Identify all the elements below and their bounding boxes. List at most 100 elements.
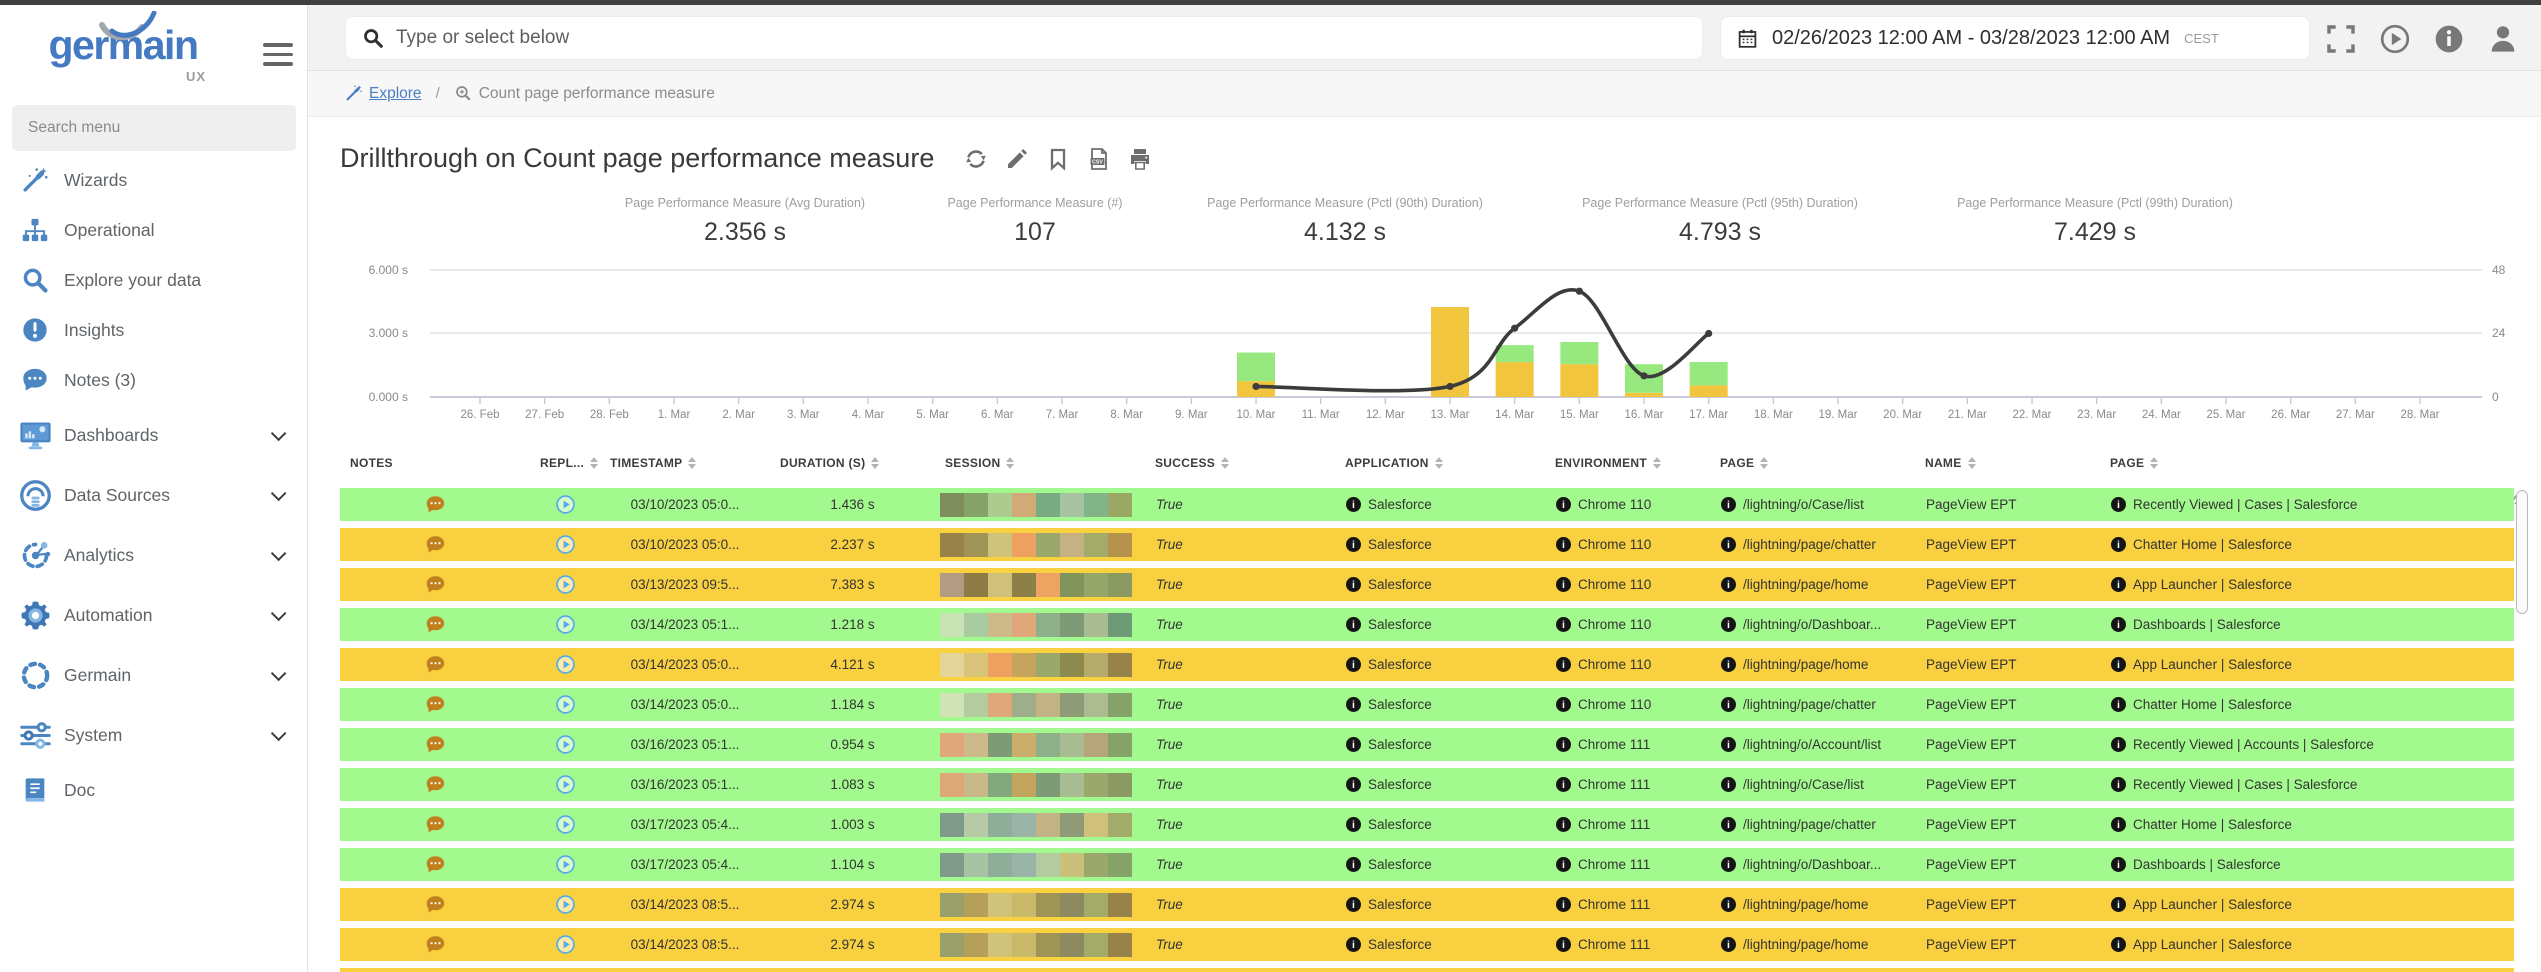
global-search-box[interactable] [345, 16, 1703, 60]
info-icon[interactable]: i [1346, 857, 1361, 872]
note-comment-icon[interactable] [425, 814, 446, 835]
session-color-strip[interactable] [940, 813, 1132, 837]
edit-icon[interactable] [1005, 147, 1029, 171]
info-circle-icon[interactable] [2433, 23, 2465, 55]
note-comment-icon[interactable] [425, 654, 446, 675]
hamburger-menu-icon[interactable] [263, 43, 293, 68]
info-icon[interactable]: i [1556, 497, 1571, 512]
session-color-strip[interactable] [940, 573, 1132, 597]
info-icon[interactable]: i [1721, 937, 1736, 952]
info-icon[interactable]: i [1721, 537, 1736, 552]
info-icon[interactable]: i [1721, 577, 1736, 592]
app-logo[interactable]: germain UX [28, 15, 218, 75]
note-comment-icon[interactable] [425, 694, 446, 715]
col-header-session[interactable]: SESSION [935, 443, 1145, 483]
info-icon[interactable]: i [1346, 817, 1361, 832]
replay-play-icon[interactable] [555, 534, 576, 555]
sort-icon[interactable] [1435, 457, 1443, 470]
col-header-environment[interactable]: ENVIRONMENT [1545, 443, 1710, 483]
sidebar-item-analytics[interactable]: Analytics [0, 525, 308, 585]
table-row[interactable]: 03/17/2023 05:4...1.104 sTrueiSalesforce… [340, 848, 2514, 881]
col-header-page[interactable]: PAGE [1710, 443, 1915, 483]
user-icon[interactable] [2487, 23, 2519, 55]
replay-play-icon[interactable] [555, 654, 576, 675]
info-icon[interactable]: i [1556, 737, 1571, 752]
col-header-duration-s[interactable]: DURATION (S) [770, 443, 935, 483]
info-icon[interactable]: i [1556, 577, 1571, 592]
sort-icon[interactable] [871, 457, 879, 470]
info-icon[interactable]: i [2111, 777, 2126, 792]
info-icon[interactable]: i [2111, 617, 2126, 632]
info-icon[interactable]: i [1346, 537, 1361, 552]
session-color-strip[interactable] [940, 693, 1132, 717]
sidebar-item-wizards[interactable]: Wizards [0, 155, 308, 205]
breadcrumb-explore-link[interactable]: Explore [369, 85, 422, 103]
sort-icon[interactable] [1006, 457, 1014, 470]
note-comment-icon[interactable] [425, 934, 446, 955]
replay-play-icon[interactable] [555, 854, 576, 875]
col-header-timestamp[interactable]: TIMESTAMP [600, 443, 770, 483]
info-icon[interactable]: i [1346, 737, 1361, 752]
info-icon[interactable]: i [1556, 857, 1571, 872]
info-icon[interactable]: i [1556, 817, 1571, 832]
session-color-strip[interactable] [940, 933, 1132, 957]
info-icon[interactable]: i [2111, 537, 2126, 552]
sort-icon[interactable] [2150, 457, 2158, 470]
col-header-repl[interactable]: REPL... [530, 443, 600, 483]
info-icon[interactable]: i [1346, 617, 1361, 632]
replay-play-icon[interactable] [555, 894, 576, 915]
global-search-input[interactable] [396, 27, 1702, 49]
table-row[interactable]: 03/14/2023 08:5...2.974 sTrueiSalesforce… [340, 928, 2514, 961]
replay-play-icon[interactable] [555, 814, 576, 835]
info-icon[interactable]: i [2111, 897, 2126, 912]
info-icon[interactable]: i [1346, 937, 1361, 952]
sidebar-item-doc[interactable]: Doc [0, 765, 308, 815]
info-icon[interactable]: i [2111, 657, 2126, 672]
replay-play-icon[interactable] [555, 614, 576, 635]
info-icon[interactable]: i [1346, 577, 1361, 592]
info-icon[interactable]: i [1346, 777, 1361, 792]
note-comment-icon[interactable] [425, 734, 446, 755]
info-icon[interactable]: i [1721, 897, 1736, 912]
table-row[interactable]: 03/10/2023 05:0...1.436 sTrueiSalesforce… [340, 488, 2514, 521]
note-comment-icon[interactable] [425, 614, 446, 635]
info-icon[interactable]: i [1346, 897, 1361, 912]
replay-play-icon[interactable] [555, 694, 576, 715]
info-icon[interactable]: i [2111, 697, 2126, 712]
table-row[interactable]: 03/14/2023 05:0...1.184 sTrueiSalesforce… [340, 688, 2514, 721]
info-icon[interactable]: i [1721, 697, 1736, 712]
info-icon[interactable]: i [1556, 777, 1571, 792]
session-color-strip[interactable] [940, 853, 1132, 877]
info-icon[interactable]: i [2111, 737, 2126, 752]
play-circle-icon[interactable] [2379, 23, 2411, 55]
refresh-icon[interactable] [964, 147, 988, 171]
export-csv-icon[interactable]: CSV [1087, 147, 1111, 171]
sidebar-item-data-sources[interactable]: Data Sources [0, 465, 308, 525]
note-comment-icon[interactable] [425, 534, 446, 555]
session-color-strip[interactable] [940, 613, 1132, 637]
info-icon[interactable]: i [1721, 737, 1736, 752]
info-icon[interactable]: i [1556, 657, 1571, 672]
table-row[interactable]: 03/13/2023 09:5...7.383 sTrueiSalesforce… [340, 568, 2514, 601]
table-row[interactable]: 03/10/2023 05:0...2.237 sTrueiSalesforce… [340, 528, 2514, 561]
table-row[interactable]: 03/14/2023 08:5...2.974 sTrueiSalesforce… [340, 888, 2514, 921]
note-comment-icon[interactable] [425, 774, 446, 795]
sort-icon[interactable] [1968, 457, 1976, 470]
session-color-strip[interactable] [940, 773, 1132, 797]
info-icon[interactable]: i [1556, 537, 1571, 552]
info-icon[interactable]: i [1556, 697, 1571, 712]
col-header-name[interactable]: NAME [1915, 443, 2100, 483]
info-icon[interactable]: i [1346, 657, 1361, 672]
info-icon[interactable]: i [1721, 857, 1736, 872]
info-icon[interactable]: i [1721, 817, 1736, 832]
table-row[interactable]: 03/16/2023 05:1...1.083 sTrueiSalesforce… [340, 768, 2514, 801]
table-scrollbar-thumb[interactable] [2516, 490, 2528, 614]
note-comment-icon[interactable] [425, 574, 446, 595]
date-range-picker[interactable]: 02/26/2023 12:00 AM - 03/28/2023 12:00 A… [1720, 16, 2310, 60]
replay-play-icon[interactable] [555, 774, 576, 795]
print-icon[interactable] [1128, 147, 1152, 171]
table-row[interactable]: 03/16/2023 05:1...0.954 sTrueiSalesforce… [340, 728, 2514, 761]
col-header-page[interactable]: PAGE [2100, 443, 2514, 483]
info-icon[interactable]: i [1556, 617, 1571, 632]
info-icon[interactable]: i [1346, 697, 1361, 712]
